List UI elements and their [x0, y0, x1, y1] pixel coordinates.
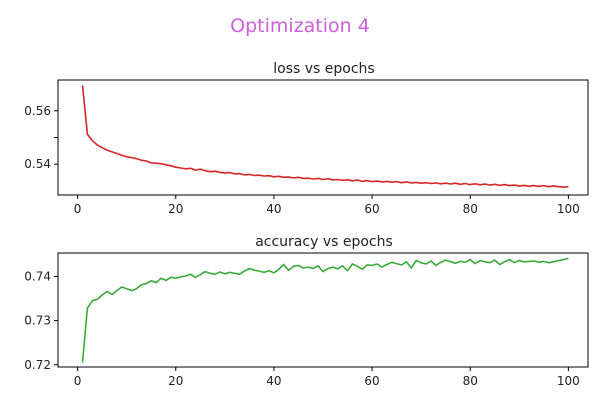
accuracy-chart: accuracy vs epochs 0 20 40 60 80 100 0.72 0.73 0… [24, 234, 589, 388]
loss-x-tick-label: 60 [364, 202, 379, 216]
loss-y-tick-label: 0.56 [24, 104, 51, 118]
loss-x-tick-label: 20 [168, 202, 183, 216]
accuracy-axes-frame [57, 252, 589, 368]
accuracy-x-tick-label: 20 [168, 374, 183, 388]
accuracy-y-tick-label: 0.74 [24, 269, 51, 283]
accuracy-x-tick-label: 60 [364, 374, 379, 388]
loss-x-tick-label: 0 [74, 202, 82, 216]
accuracy-x-tick-label: 0 [74, 374, 82, 388]
accuracy-y-tick-label: 0.72 [24, 358, 51, 372]
accuracy-x-tick-label: 100 [557, 374, 580, 388]
loss-chart-title: loss vs epochs [273, 61, 374, 77]
accuracy-chart-title: accuracy vs epochs [255, 234, 393, 250]
accuracy-y-tick-label: 0.73 [24, 314, 51, 328]
loss-series-line-0 [81, 85, 569, 188]
accuracy-x-tick-label: 40 [266, 374, 281, 388]
loss-x-tick-label: 100 [557, 202, 580, 216]
accuracy-series-line-0 [81, 257, 569, 363]
loss-chart: loss vs epochs 0 20 40 60 80 100 0.54 0.56 [24, 61, 589, 216]
loss-x-tick-label: 40 [266, 202, 281, 216]
accuracy-x-tick-label: 80 [463, 374, 478, 388]
figure-title: Optimization 4 [230, 15, 370, 37]
loss-x-tick-label: 80 [463, 202, 478, 216]
loss-axes-frame [57, 79, 589, 196]
loss-y-tick-label: 0.54 [24, 157, 51, 171]
